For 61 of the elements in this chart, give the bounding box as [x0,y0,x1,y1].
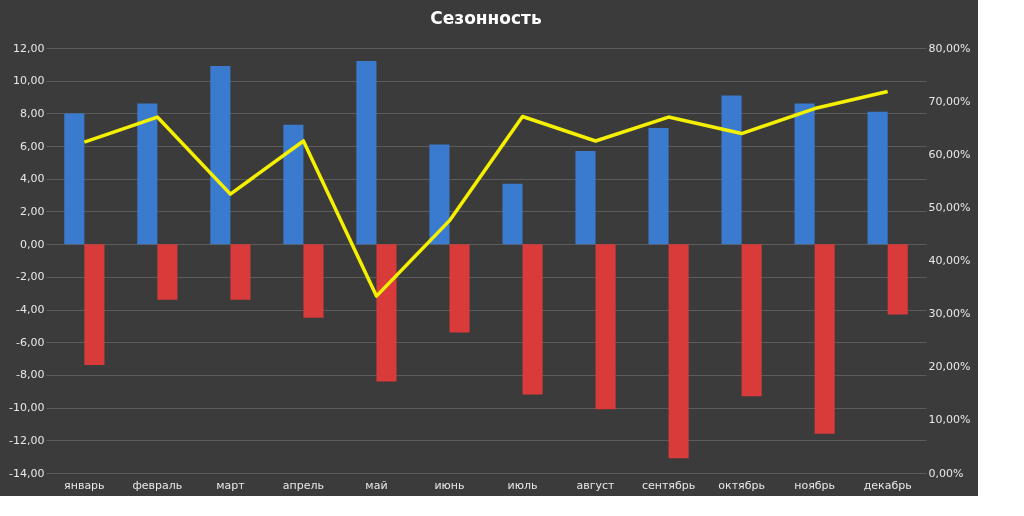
y-tick-label: 4,00 [20,172,45,186]
y-tick-label: -8,00 [16,368,45,382]
y-tick-label: -14,00 [9,466,45,480]
bar [283,124,304,245]
y-tick-label: 6,00 [20,139,45,153]
bar [84,244,105,366]
bar [741,244,762,397]
bar [356,61,377,245]
y-tick-label: -4,00 [16,303,45,317]
bar [157,244,178,300]
bar [648,128,669,245]
bar [522,244,543,395]
x-tick-label: октябрь [718,478,765,492]
y-tick-label: -10,00 [9,401,45,415]
y2-tick-label: 60,00% [928,147,971,161]
bar [668,244,689,459]
y2-tick-label: 30,00% [928,307,971,321]
x-tick-label: май [365,478,388,492]
bar [575,150,596,245]
y2-tick-label: 20,00% [928,360,971,374]
bar [429,144,450,245]
y2-tick-label: 80,00% [928,41,971,55]
bar [449,244,470,333]
bar [230,244,251,300]
x-tick-label: август [576,478,616,492]
y-tick-label: -12,00 [9,433,45,447]
x-tick-label: ноябрь [794,478,836,492]
y2-tick-label: 10,00% [928,413,971,427]
y-tick-label: -2,00 [16,270,45,284]
y-tick-label: 2,00 [20,204,45,218]
bar [595,244,616,410]
y2-tick-label: 50,00% [928,200,971,214]
bar [887,244,908,315]
y2-tick-label: 40,00% [928,254,971,267]
x-tick-label: сентябрь [641,478,696,492]
chart-title: Сезонность [430,8,542,28]
bar [64,113,85,245]
bar [794,103,815,245]
y2-tick-label: 70,00% [928,94,971,108]
bar [867,111,888,245]
x-tick-label: декабрь [863,478,912,492]
x-tick-label: июнь [434,478,465,492]
y-tick-label: 0,00 [20,237,45,251]
y-tick-label: 8,00 [20,106,45,120]
bar [210,65,231,245]
bar [303,244,324,318]
bar [814,244,835,434]
line-series [82,89,890,298]
x-tick-label: март [216,478,246,492]
x-tick-label: январь [64,478,105,492]
bar [137,103,158,245]
y2-tick-label: 0,00% [928,466,964,480]
y-tick-label: -6,00 [16,335,45,349]
y-tick-label: 10,00 [13,74,45,88]
x-tick-label: июль [507,478,538,492]
x-tick-label: апрель [282,478,325,492]
bar [376,244,397,382]
y-tick-label: 12,00 [13,41,45,55]
x-tick-label: февраль [132,478,183,492]
bar [721,95,742,245]
bar [502,183,523,245]
